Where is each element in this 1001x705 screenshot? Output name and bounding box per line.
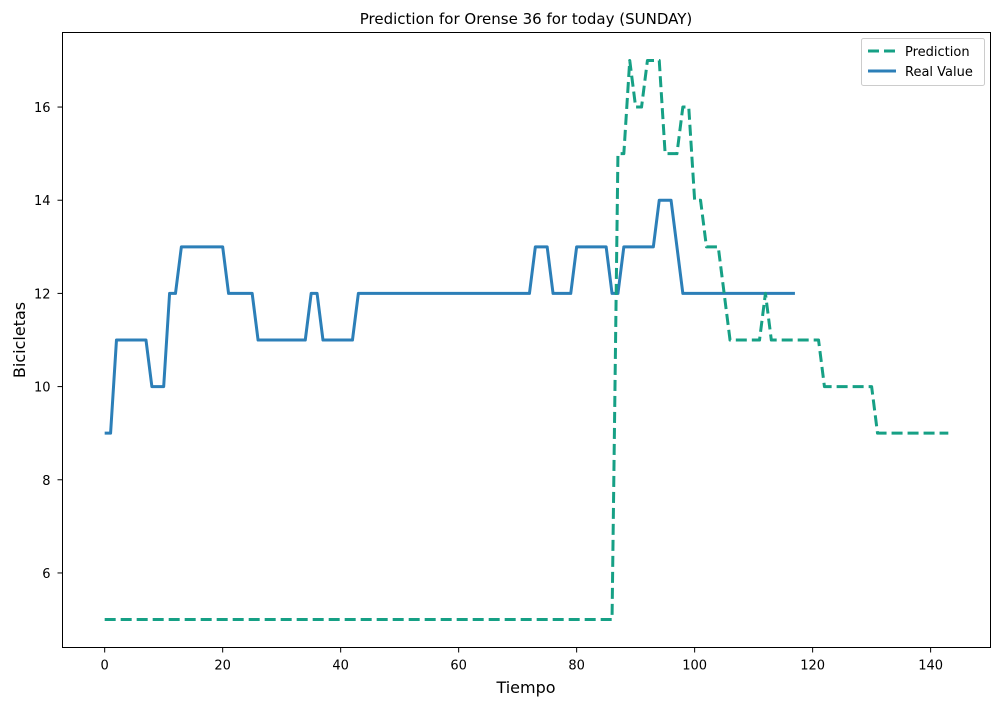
- legend-label-real-value: Real Value: [905, 65, 973, 80]
- y-tick-label: 10: [34, 381, 51, 396]
- x-tick-label: 20: [214, 659, 231, 674]
- plot-area: [104, 58, 949, 622]
- x-tick-label: 40: [332, 659, 349, 674]
- legend-label-prediction: Prediction: [905, 45, 970, 60]
- plot-frame: [62, 32, 991, 648]
- x-tick-label: 140: [918, 659, 943, 674]
- series-line-real-value: [104, 198, 795, 435]
- series-line-prediction: [104, 58, 949, 622]
- x-axis-label: Tiempo: [495, 678, 555, 697]
- axis-ticks: 0 20 40 60 80 100 120 140 6 8 10 12 14 16: [34, 101, 943, 673]
- y-tick-label: 8: [42, 474, 50, 489]
- y-tick-label: 14: [34, 194, 51, 209]
- x-tick-label: 0: [101, 659, 109, 674]
- y-tick-label: 12: [34, 287, 51, 302]
- x-tick-label: 100: [682, 659, 707, 674]
- x-tick-label: 120: [800, 659, 825, 674]
- x-tick-label: 80: [568, 659, 585, 674]
- y-tick-label: 6: [42, 567, 50, 582]
- chart-title: Prediction for Orense 36 for today (SUND…: [360, 10, 693, 28]
- x-tick-label: 60: [450, 659, 467, 674]
- y-axis-label: Bicicletas: [10, 302, 29, 378]
- y-tick-label: 16: [34, 101, 51, 116]
- legend: Prediction Real Value: [861, 38, 985, 86]
